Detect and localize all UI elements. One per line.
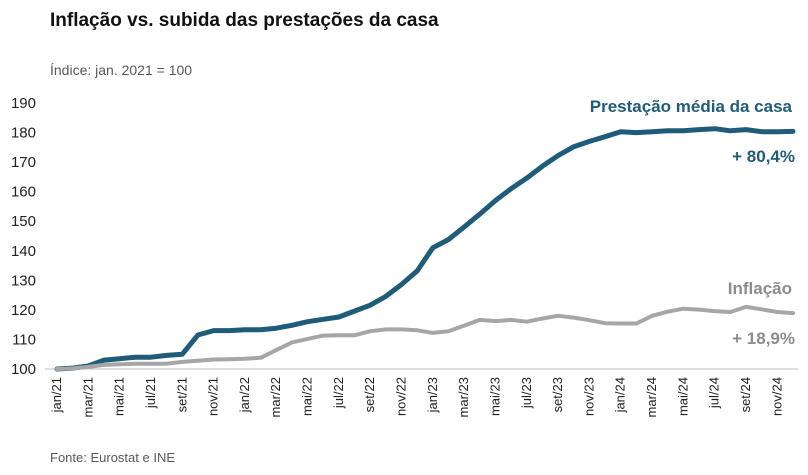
chart-source: Fonte: Eurostat e INE: [50, 450, 176, 465]
y-tick-label: 120: [11, 302, 36, 319]
x-tick-label: mai/22: [300, 377, 315, 416]
x-tick-label: nov/23: [581, 377, 596, 416]
x-tick-label: set/23: [550, 377, 565, 412]
y-tick-label: 190: [11, 95, 36, 112]
chart-title: Inflação vs. subida das prestações da ca…: [50, 10, 439, 31]
x-tick-label: mar/23: [456, 377, 471, 417]
y-tick-label: 160: [11, 184, 36, 201]
x-tick-label: mai/24: [675, 377, 690, 416]
y-tick-label: 150: [11, 213, 36, 230]
x-tick-label: nov/24: [769, 377, 784, 416]
end-label-inflacao: + 18,9%: [732, 329, 795, 348]
x-tick-label: jan/24: [613, 377, 628, 413]
chart-subtitle: Índice: jan. 2021 = 100: [50, 62, 193, 78]
y-tick-label: 170: [11, 154, 36, 171]
series-label-inflacao: Inflação: [728, 279, 792, 298]
x-tick-label: mar/21: [80, 377, 95, 417]
x-tick-label: set/22: [362, 377, 377, 412]
x-tick-label: set/24: [738, 377, 753, 412]
x-tick-label: jul/23: [519, 377, 534, 409]
series-label-prestacao: Prestação média da casa: [590, 97, 793, 116]
x-tick-label: mai/23: [487, 377, 502, 416]
x-tick-label: jul/24: [707, 377, 722, 409]
x-tick-label: mar/24: [644, 377, 659, 417]
x-tick-label: jul/21: [143, 377, 158, 409]
series-line-inflacao: [55, 304, 795, 371]
series-line-prestacao: [54, 126, 796, 372]
x-tick-label: jan/21: [49, 377, 64, 413]
x-tick-label: nov/22: [394, 377, 409, 416]
end-label-prestacao: + 80,4%: [732, 147, 795, 166]
y-tick-label: 180: [11, 125, 36, 142]
y-tick-label: 130: [11, 272, 36, 289]
y-tick-label: 140: [11, 243, 36, 260]
y-tick-label: 100: [11, 361, 36, 378]
x-tick-label: mar/22: [268, 377, 283, 417]
x-tick-label: jul/22: [331, 377, 346, 409]
y-tick-label: 110: [12, 331, 36, 348]
x-tick-label: set/21: [174, 377, 189, 412]
x-tick-label: jan/23: [425, 377, 440, 413]
x-tick-label: mai/21: [112, 377, 127, 416]
x-tick-label: jan/22: [237, 377, 252, 413]
x-tick-label: nov/21: [206, 377, 221, 416]
